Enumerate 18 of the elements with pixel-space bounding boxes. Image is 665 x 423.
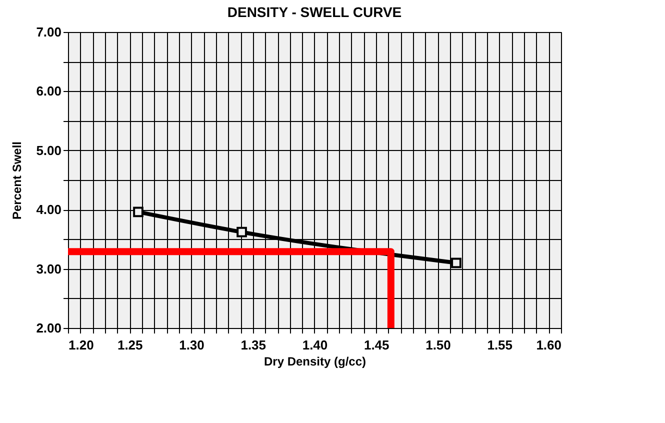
y-tick-label: 2.00 xyxy=(36,320,62,336)
y-tick-label: 4.00 xyxy=(36,202,62,218)
y-axis-title: Percent Swell xyxy=(10,141,24,220)
y-tick-label: 3.00 xyxy=(36,261,62,276)
y-tick-label: 7.00 xyxy=(36,24,62,40)
y-tick-label: 5.00 xyxy=(36,142,62,158)
x-tick-label: 1.60 xyxy=(536,338,562,352)
chart-title: DENSITY - SWELL CURVE xyxy=(227,4,402,20)
x-tick-label: 1.20 xyxy=(68,338,94,352)
x-tick-label: 1.30 xyxy=(179,338,204,352)
x-tick-label: 1.35 xyxy=(240,338,266,352)
x-tick-label: 1.40 xyxy=(302,338,328,352)
x-tick-label: 1.45 xyxy=(364,338,390,352)
x-tick-label: 1.55 xyxy=(487,338,513,352)
y-tick-label: 6.00 xyxy=(36,84,62,99)
x-tick-label: 1.25 xyxy=(117,338,143,352)
x-tick-label: 1.50 xyxy=(426,338,451,352)
x-axis-title: Dry Density (g/cc) xyxy=(264,354,366,368)
